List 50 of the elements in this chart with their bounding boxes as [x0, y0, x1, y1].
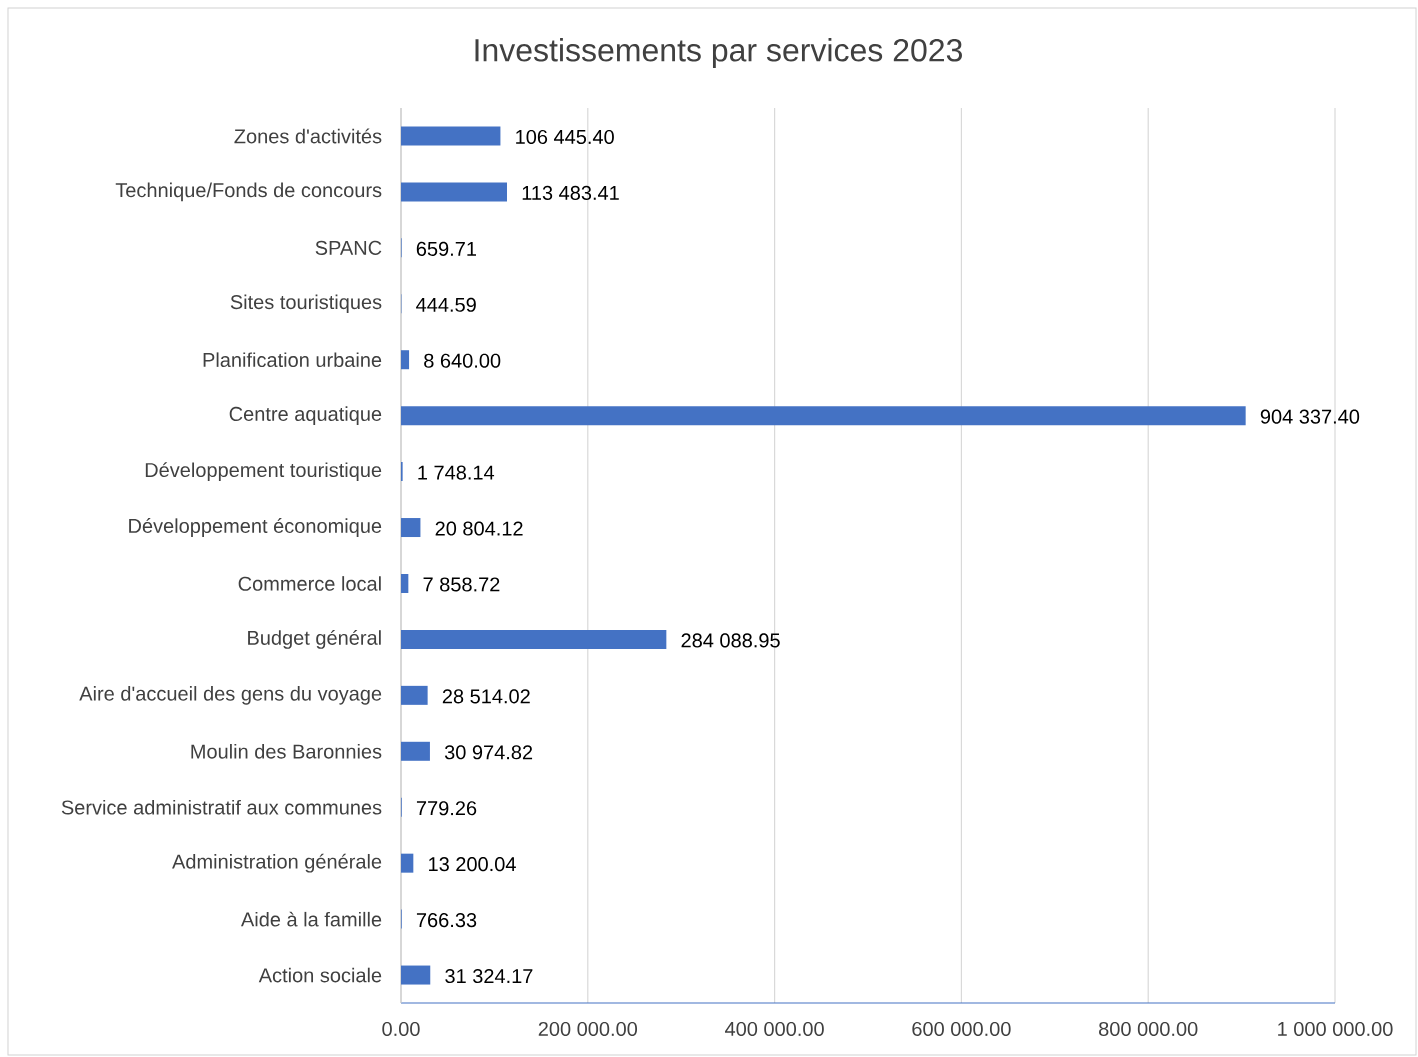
data-label: 20 804.12 [435, 521, 523, 536]
y-tick-label: Centre aquatique [229, 406, 382, 425]
x-tick-label: 200 000.00 [538, 1021, 638, 1037]
bar [401, 406, 1246, 426]
bar [401, 853, 414, 873]
x-tick-label: 0.00 [382, 1021, 420, 1037]
y-tick-label: Aire d'accueil des gens du voyage [79, 686, 382, 705]
bar [401, 965, 431, 985]
data-label: 904 337.40 [1260, 409, 1360, 424]
bar [401, 518, 421, 538]
bar [401, 182, 507, 202]
y-tick-label: Sites touristiques [230, 294, 382, 314]
bar [401, 573, 409, 593]
bar [401, 350, 410, 370]
bar [401, 126, 501, 146]
x-tick-label: 1 000 000.00 [1278, 1021, 1393, 1037]
y-tick-label: Budget général [248, 629, 381, 649]
y-tick-label: Zones d'activités [234, 128, 382, 144]
y-tick-label: Développement touristique [145, 462, 382, 482]
y-tick-label: Moulin des Baronnies [191, 743, 382, 759]
data-label: 7 858.72 [423, 577, 500, 592]
data-label: 284 088.95 [681, 633, 780, 648]
x-tick-label: 800 000.00 [1099, 1021, 1198, 1037]
data-label: 113 483.41 [522, 185, 619, 200]
y-tick-label: SPANC [315, 240, 382, 255]
y-tick-label: Commerce local [238, 576, 381, 591]
data-label: 30 974.82 [444, 745, 533, 760]
data-label: 444.59 [416, 297, 476, 312]
data-label: 8 640.00 [424, 353, 501, 368]
bar [401, 741, 430, 761]
x-tick-label: 400 000.00 [725, 1021, 824, 1037]
data-label: 106 445.40 [516, 129, 614, 145]
y-tick-label: Technique/Fonds de concours [115, 182, 382, 202]
data-label: 1 748.14 [418, 465, 495, 480]
y-tick-label: Service administratif aux communes [61, 799, 382, 815]
data-label: 779.26 [416, 801, 477, 816]
data-label: 766.33 [416, 913, 477, 928]
y-tick-label: Action sociale [258, 967, 382, 983]
y-tick-label: Planification urbaine [203, 352, 382, 368]
y-tick-label: Développement économique [129, 518, 382, 537]
data-label: 13 200.04 [429, 857, 516, 872]
y-tick-label: Aide à la famille [240, 911, 382, 927]
bar [401, 629, 667, 649]
data-label: 31 324.17 [445, 968, 533, 984]
data-label: 28 514.02 [442, 689, 530, 704]
chart-title: Investissements par services 2023 [475, 38, 962, 68]
data-label: 659.71 [416, 241, 477, 256]
bar [401, 685, 428, 705]
x-tick-label: 600 000.00 [912, 1021, 1011, 1037]
y-tick-label: Administration générale [172, 853, 382, 873]
